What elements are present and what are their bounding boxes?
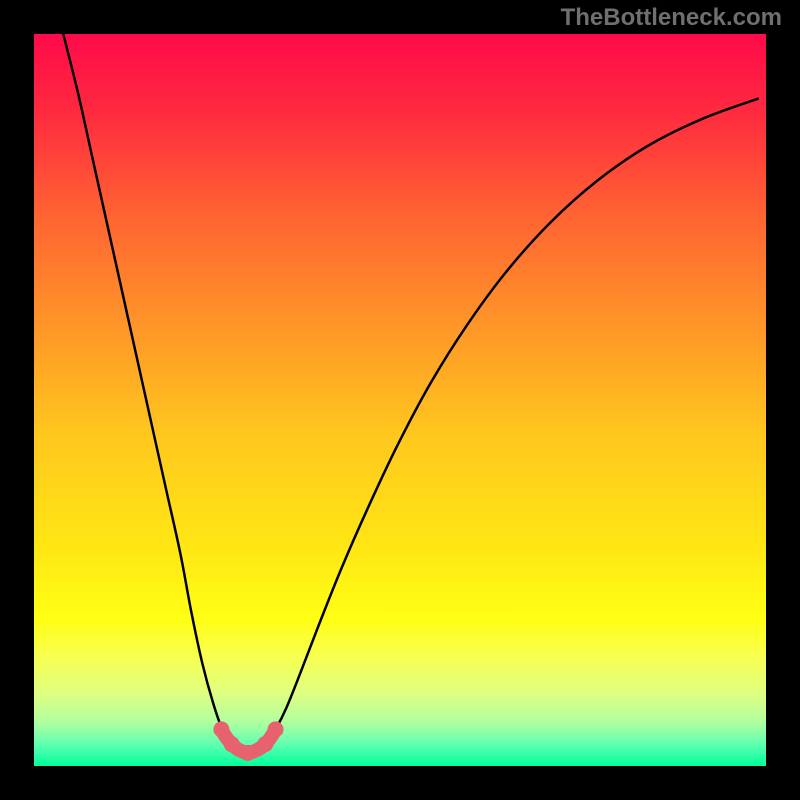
marker-dot — [257, 736, 273, 752]
chart-container: TheBottleneck.com — [0, 0, 800, 800]
marker-dot — [268, 721, 284, 737]
marker-dot — [224, 736, 240, 752]
chart-svg — [34, 34, 766, 766]
watermark-text: TheBottleneck.com — [561, 4, 782, 32]
chart-background — [34, 34, 766, 766]
marker-dot — [213, 721, 229, 737]
plot-area — [34, 34, 766, 766]
marker-dot — [240, 745, 256, 761]
